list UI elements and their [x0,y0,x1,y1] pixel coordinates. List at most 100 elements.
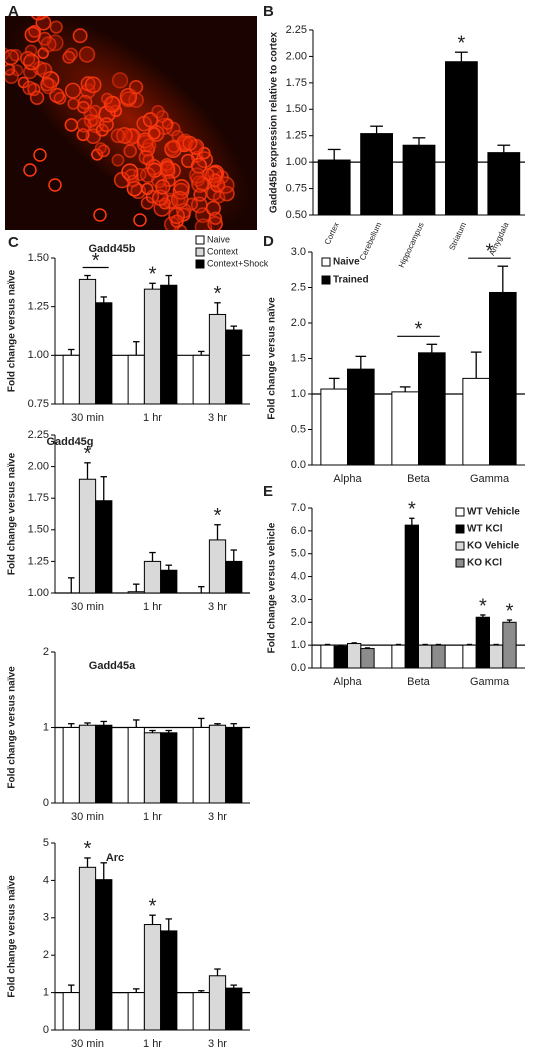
cell [155,179,171,195]
bar [62,992,80,1031]
x-tick-label: Alpha [333,676,362,688]
legend-swatch [321,275,331,285]
cell [40,36,57,53]
y-tick-label: 1.75 [28,492,49,504]
y-tick-label: 1.0 [291,388,306,400]
cell [22,80,37,96]
legend-label: KO KCl [467,558,502,569]
cell [163,216,181,230]
legend-swatch [455,541,465,551]
bar [127,727,145,804]
y-tick-label: 2 [43,949,49,961]
cell [24,26,41,43]
cell [23,163,37,177]
x-tick-label: Cortex [323,221,341,246]
y-axis-label: Gadd45b expression relative to cortex [269,31,280,213]
bar [333,645,348,669]
cell [83,106,98,121]
cell [160,161,176,177]
y-tick-label: 5 [43,837,49,849]
bar [347,368,375,466]
cell [110,128,126,144]
y-tick-label: 2 [43,646,49,658]
cell [111,72,129,89]
bar [143,732,162,804]
bar [347,643,362,669]
micrograph-cells [5,0,252,250]
bar [360,648,375,669]
cell [188,167,206,184]
cell [148,127,161,140]
bar [225,727,243,804]
cell [78,46,96,63]
significance-marker: * [84,443,92,465]
y-tick-label: 1.00 [286,156,307,168]
bar [225,560,243,594]
cell [170,190,189,209]
bar [462,644,477,669]
x-tick-label: Hippocampus [397,221,426,269]
legend-swatch [455,558,465,568]
bar [208,313,227,405]
y-tick-label: 1.75 [286,77,307,89]
cell [91,148,104,161]
bar [360,133,394,216]
bar [431,644,446,669]
cell [151,104,165,119]
y-tick-label: 4 [43,874,49,886]
cell [40,77,55,92]
y-tick-label: 1.00 [28,587,49,599]
x-tick-label: Cerebellum [358,221,384,262]
legend-label: Context+Shock [207,258,269,268]
bar [445,61,478,216]
bar [95,302,113,405]
y-tick-label: 1.50 [28,524,49,536]
significance-marker: * [149,264,157,286]
bar [160,930,178,1031]
significance-marker: * [458,32,466,54]
chart-title: Gadd45g [46,436,93,448]
x-tick-label: 1 hr [143,1038,162,1050]
y-tick-label: 2.00 [28,461,49,473]
cell [48,178,62,192]
y-tick-label: 0.75 [286,182,307,194]
bar [208,539,227,594]
bar [489,291,517,466]
bar [418,352,446,466]
panel-label: D [263,233,274,250]
x-tick-label: 3 hr [208,601,227,613]
cell [33,148,47,162]
cell [182,235,197,250]
bar [225,329,243,405]
y-tick-label: 6.0 [291,525,306,537]
y-tick-label: 0 [43,1024,49,1036]
y-tick-label: 3 [43,912,49,924]
bar [62,354,80,405]
y-tick-label: 2.5 [291,281,306,293]
y-tick-label: 1.25 [28,301,49,313]
y-tick-label: 0.50 [286,209,307,221]
y-tick-label: 7.0 [291,502,306,514]
bar [475,616,490,669]
cell [34,0,46,9]
legend-swatch [195,235,205,245]
legend-swatch [455,524,465,534]
y-axis-label: Fold change versus naïve [7,875,18,998]
bar [208,724,227,804]
legend-label: Naive [333,257,360,268]
legend-label: Trained [333,275,369,286]
y-axis-label: Fold change versus naïve [7,269,18,392]
cell [99,117,114,133]
bar [391,391,419,466]
x-tick-label: 1 hr [143,601,162,613]
y-tick-label: 1.25 [28,555,49,567]
y-tick-label: 0 [43,797,49,809]
cell [36,62,53,79]
bar [160,732,178,804]
bar [95,879,113,1031]
legend-swatch [195,259,205,269]
bar [192,992,210,1031]
x-tick-label: 30 min [71,1038,104,1050]
cell [167,139,181,153]
cell [173,178,190,196]
